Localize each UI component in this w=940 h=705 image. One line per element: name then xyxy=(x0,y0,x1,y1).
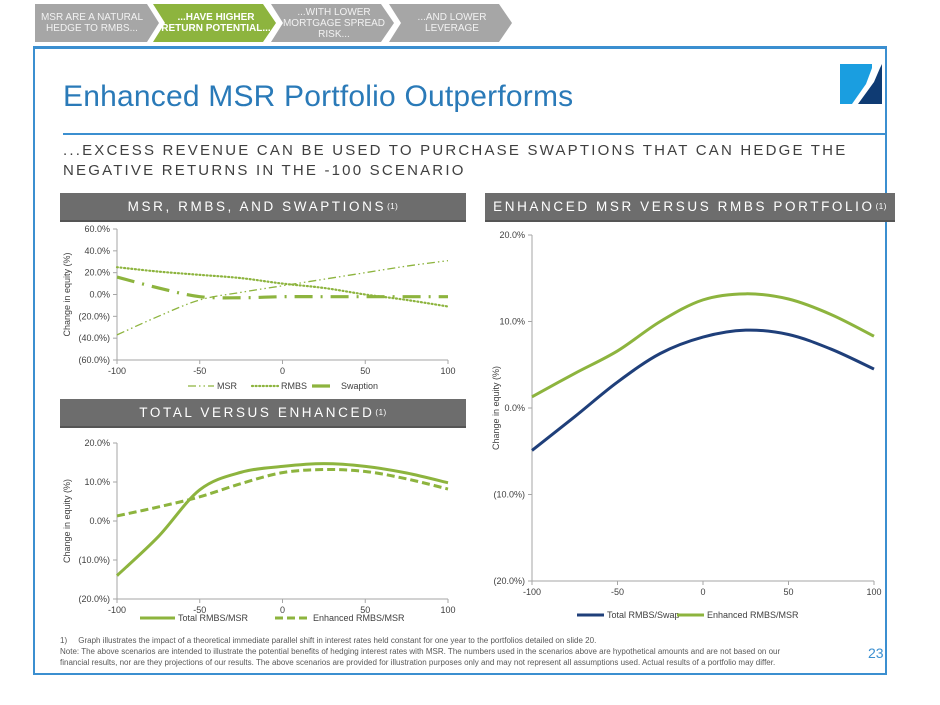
y-tick-label: (20.0%) xyxy=(78,311,110,321)
progress-nav: MSR ARE A NATURAL HEDGE TO RMBS... ...HAV… xyxy=(35,4,512,42)
y-tick-label: (10.0%) xyxy=(78,555,110,565)
y-axis-label: Change in equity (%) xyxy=(62,479,72,563)
x-tick-label: 50 xyxy=(783,587,793,597)
series-line-total-rmbs-swap xyxy=(531,328,875,452)
x-tick-label: -50 xyxy=(193,605,206,615)
x-tick-label: -50 xyxy=(193,366,206,376)
x-tick-label: -100 xyxy=(523,587,541,597)
x-tick-label: -100 xyxy=(108,605,126,615)
y-tick-label: (40.0%) xyxy=(78,333,110,343)
y-tick-label: 10.0% xyxy=(84,477,110,487)
chevron-shape xyxy=(35,4,159,42)
footnotes: 1) Graph illustrates the impact of a the… xyxy=(60,635,860,668)
section-header-total-versus-enhanced: TOTAL VERSUS ENHANCED (1) xyxy=(60,399,466,428)
chart-total-versus-enhanced: (20.0%) (10.0%) 0.0% 10.0% 20.0% -100 -50 0 50 10… xyxy=(62,438,456,623)
y-tick-label: 60.0% xyxy=(84,224,110,234)
x-tick-label: -100 xyxy=(108,366,126,376)
legend-label: Total RMBS/Swap xyxy=(607,610,680,620)
y-tick-label: 10.0% xyxy=(499,317,525,327)
footnote-note-line1: Note: The above scenarios are intended t… xyxy=(60,647,781,656)
chart-msr-rmbs-swaptions: (60.0%) (40.0%) (20.0%) 0.0% 20.0% 40.0% 60.0%… xyxy=(62,224,456,391)
legend-label: RMBS xyxy=(281,381,307,391)
section-header-enhanced-msr-vs-rmbs: ENHANCED MSR VERSUS RMBS PORTFOLIO (1) xyxy=(485,193,895,222)
page-number: 23 xyxy=(868,645,884,661)
y-tick-label: 0.0% xyxy=(504,403,525,413)
chevron-shape xyxy=(153,4,276,42)
chart-enhanced-msr-vs-rmbs: (20.0%) (10.0%) 0.0% 10.0% 20.0% -100 -50 0 50 10… xyxy=(491,230,882,620)
series-line-rmbs xyxy=(115,266,450,308)
series-line-total-rmbs-msr xyxy=(115,462,449,577)
x-tick-label: 100 xyxy=(866,587,881,597)
y-tick-label: (20.0%) xyxy=(78,594,110,604)
page-subtitle: ...EXCESS REVENUE CAN BE USED TO PURCHAS… xyxy=(63,142,848,179)
x-tick-label: 50 xyxy=(360,605,370,615)
y-tick-label: 20.0% xyxy=(84,268,110,278)
series-line-msr xyxy=(116,260,449,336)
y-tick-label: 0.0% xyxy=(89,290,110,300)
company-logo-icon xyxy=(840,64,882,104)
y-axis-label: Change in equity (%) xyxy=(491,366,501,450)
nav-step-natural-hedge[interactable]: MSR ARE A NATURAL HEDGE TO RMBS... xyxy=(35,4,159,42)
chevron-shape xyxy=(389,4,512,42)
x-tick-label: 0 xyxy=(280,605,285,615)
nav-step-lower-spread-risk[interactable]: ...WITH LOWER MORTGAGE SPREAD RISK... xyxy=(271,4,394,42)
y-tick-label: (20.0%) xyxy=(493,576,525,586)
y-tick-label: 20.0% xyxy=(499,230,525,240)
chevron-shape xyxy=(271,4,394,42)
legend-label: Swaption xyxy=(341,381,378,391)
series-line-enhanced-rmbs-msr xyxy=(531,292,875,399)
y-axis-label: Change in equity (%) xyxy=(62,252,72,336)
y-tick-label: 40.0% xyxy=(84,246,110,256)
nav-step-lower-leverage[interactable]: ...AND LOWER LEVERAGE xyxy=(389,4,512,42)
x-tick-label: 50 xyxy=(360,366,370,376)
x-tick-label: 100 xyxy=(440,366,455,376)
page-title: Enhanced MSR Portfolio Outperforms xyxy=(63,80,574,113)
y-tick-label: 20.0% xyxy=(84,438,110,448)
nav-step-higher-return[interactable]: ...HAVE HIGHER RETURN POTENTIAL... xyxy=(153,4,276,42)
y-tick-label: (60.0%) xyxy=(78,355,110,365)
section-header-msr-rmbs-swaptions: MSR, RMBS, AND SWAPTIONS (1) xyxy=(60,193,466,222)
y-tick-label: 0.0% xyxy=(89,516,110,526)
series-line-swaption xyxy=(116,275,448,300)
title-divider xyxy=(63,133,885,135)
legend-label: Enhanced RMBS/MSR xyxy=(707,610,799,620)
x-tick-label: 0 xyxy=(700,587,705,597)
series-line-enhanced-rmbs-msr xyxy=(116,467,449,518)
legend-label: Total RMBS/MSR xyxy=(178,613,249,623)
slide-frame xyxy=(33,46,887,675)
y-tick-label: (10.0%) xyxy=(493,490,525,500)
legend-label: MSR xyxy=(217,381,238,391)
x-tick-label: -50 xyxy=(611,587,624,597)
footnote-1: 1) Graph illustrates the impact of a the… xyxy=(60,636,597,645)
x-tick-label: 0 xyxy=(280,366,285,376)
footnote-note-line2: financial results, nor are they projecti… xyxy=(60,658,776,667)
legend-label: Enhanced RMBS/MSR xyxy=(313,613,405,623)
x-tick-label: 100 xyxy=(440,605,455,615)
